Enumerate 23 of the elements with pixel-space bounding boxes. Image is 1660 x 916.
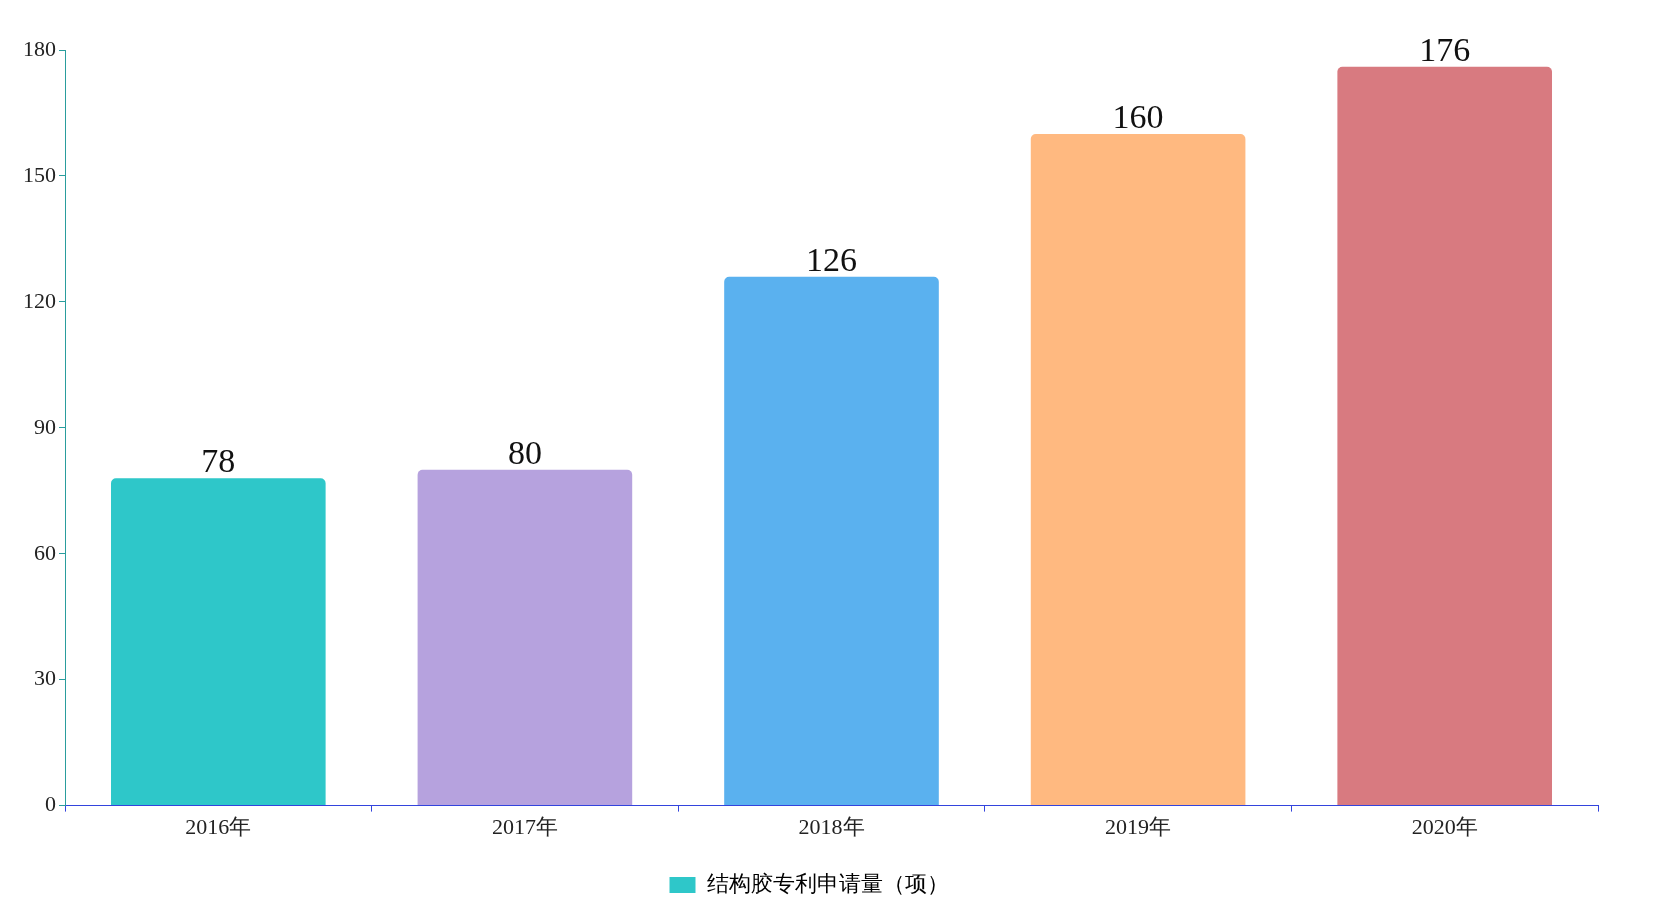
y-tick-label: 0 xyxy=(45,791,56,817)
bar xyxy=(724,276,939,806)
legend-label: 结构胶专利申请量（项） xyxy=(706,870,949,896)
y-tick-label: 120 xyxy=(23,287,56,313)
bar xyxy=(1030,133,1246,806)
x-tick-label: 2016年 xyxy=(185,813,252,839)
data-label: 126 xyxy=(806,240,857,278)
data-label: 176 xyxy=(1419,30,1471,68)
data-label: 78 xyxy=(201,442,236,480)
x-tick-label: 2018年 xyxy=(798,813,865,839)
x-tick-label: 2019年 xyxy=(1105,813,1172,839)
data-label: 160 xyxy=(1112,97,1164,135)
y-tick-label: 150 xyxy=(23,161,56,187)
data-label: 80 xyxy=(507,433,542,471)
bar xyxy=(110,478,326,806)
bar xyxy=(417,469,633,806)
bar xyxy=(1337,66,1553,806)
y-tick-label: 180 xyxy=(23,35,56,61)
y-tick-label: 90 xyxy=(34,413,56,439)
x-tick-label: 2020年 xyxy=(1411,813,1478,839)
x-tick-label: 2017年 xyxy=(491,813,558,839)
y-tick-label: 30 xyxy=(34,665,56,691)
y-tick-label: 60 xyxy=(34,539,56,565)
